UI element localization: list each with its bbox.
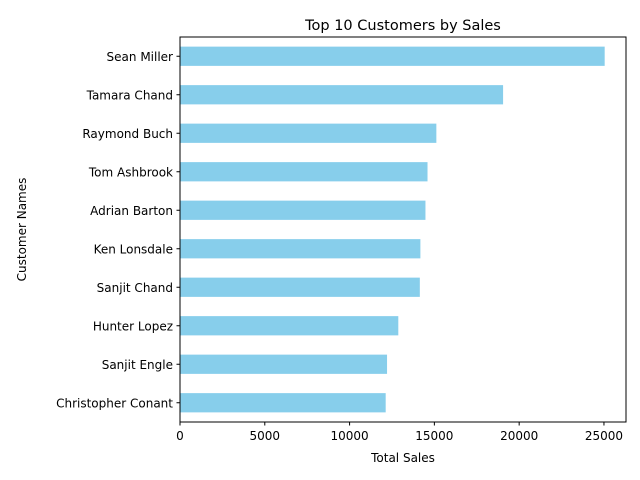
x-tick-label: 15000: [415, 429, 453, 443]
x-tick-label: 5000: [250, 429, 281, 443]
y-tick-label: Sanjit Engle: [102, 358, 173, 372]
bar-hunter-lopez: [180, 316, 399, 336]
chart-title: Top 10 Customers by Sales: [304, 18, 501, 34]
y-axis-ticks: Sean Miller Tamara Chand Raymond Buch Tom A…: [56, 50, 180, 410]
bar-sanjit-engle: [180, 354, 388, 374]
bar-adrian-barton: [180, 200, 426, 220]
y-tick-label: Tamara Chand: [86, 88, 173, 102]
bar-tamara-chand: [180, 85, 504, 105]
y-axis-label: Customer Names: [15, 178, 29, 282]
plot-frame: [179, 36, 627, 423]
y-tick-label: Hunter Lopez: [93, 319, 173, 333]
x-tick-label: 0: [176, 429, 184, 443]
x-tick-label: 25000: [585, 429, 623, 443]
x-axis-label: Total Sales: [370, 451, 435, 465]
bar-christopher-conant: [180, 393, 386, 413]
y-tick-label: Sean Miller: [107, 50, 174, 64]
y-tick-label: Christopher Conant: [56, 396, 173, 410]
x-axis-ticks: 0 5000 10000 15000 20000 25000: [176, 422, 623, 443]
bar-sanjit-chand: [180, 277, 420, 297]
y-tick-label: Sanjit Chand: [97, 281, 173, 295]
y-tick-label: Ken Lonsdale: [94, 242, 173, 256]
bar-raymond-buch: [180, 123, 437, 143]
bar-ken-lonsdale: [180, 239, 421, 259]
y-tick-label: Tom Ashbrook: [88, 165, 173, 179]
bar-tom-ashbrook: [180, 162, 428, 182]
y-tick-label: Raymond Buch: [82, 127, 173, 141]
y-tick-label: Adrian Barton: [90, 204, 173, 218]
bars-group: [180, 46, 605, 413]
x-tick-label: 20000: [500, 429, 538, 443]
bar-sean-miller: [180, 46, 605, 66]
x-tick-label: 10000: [330, 429, 368, 443]
